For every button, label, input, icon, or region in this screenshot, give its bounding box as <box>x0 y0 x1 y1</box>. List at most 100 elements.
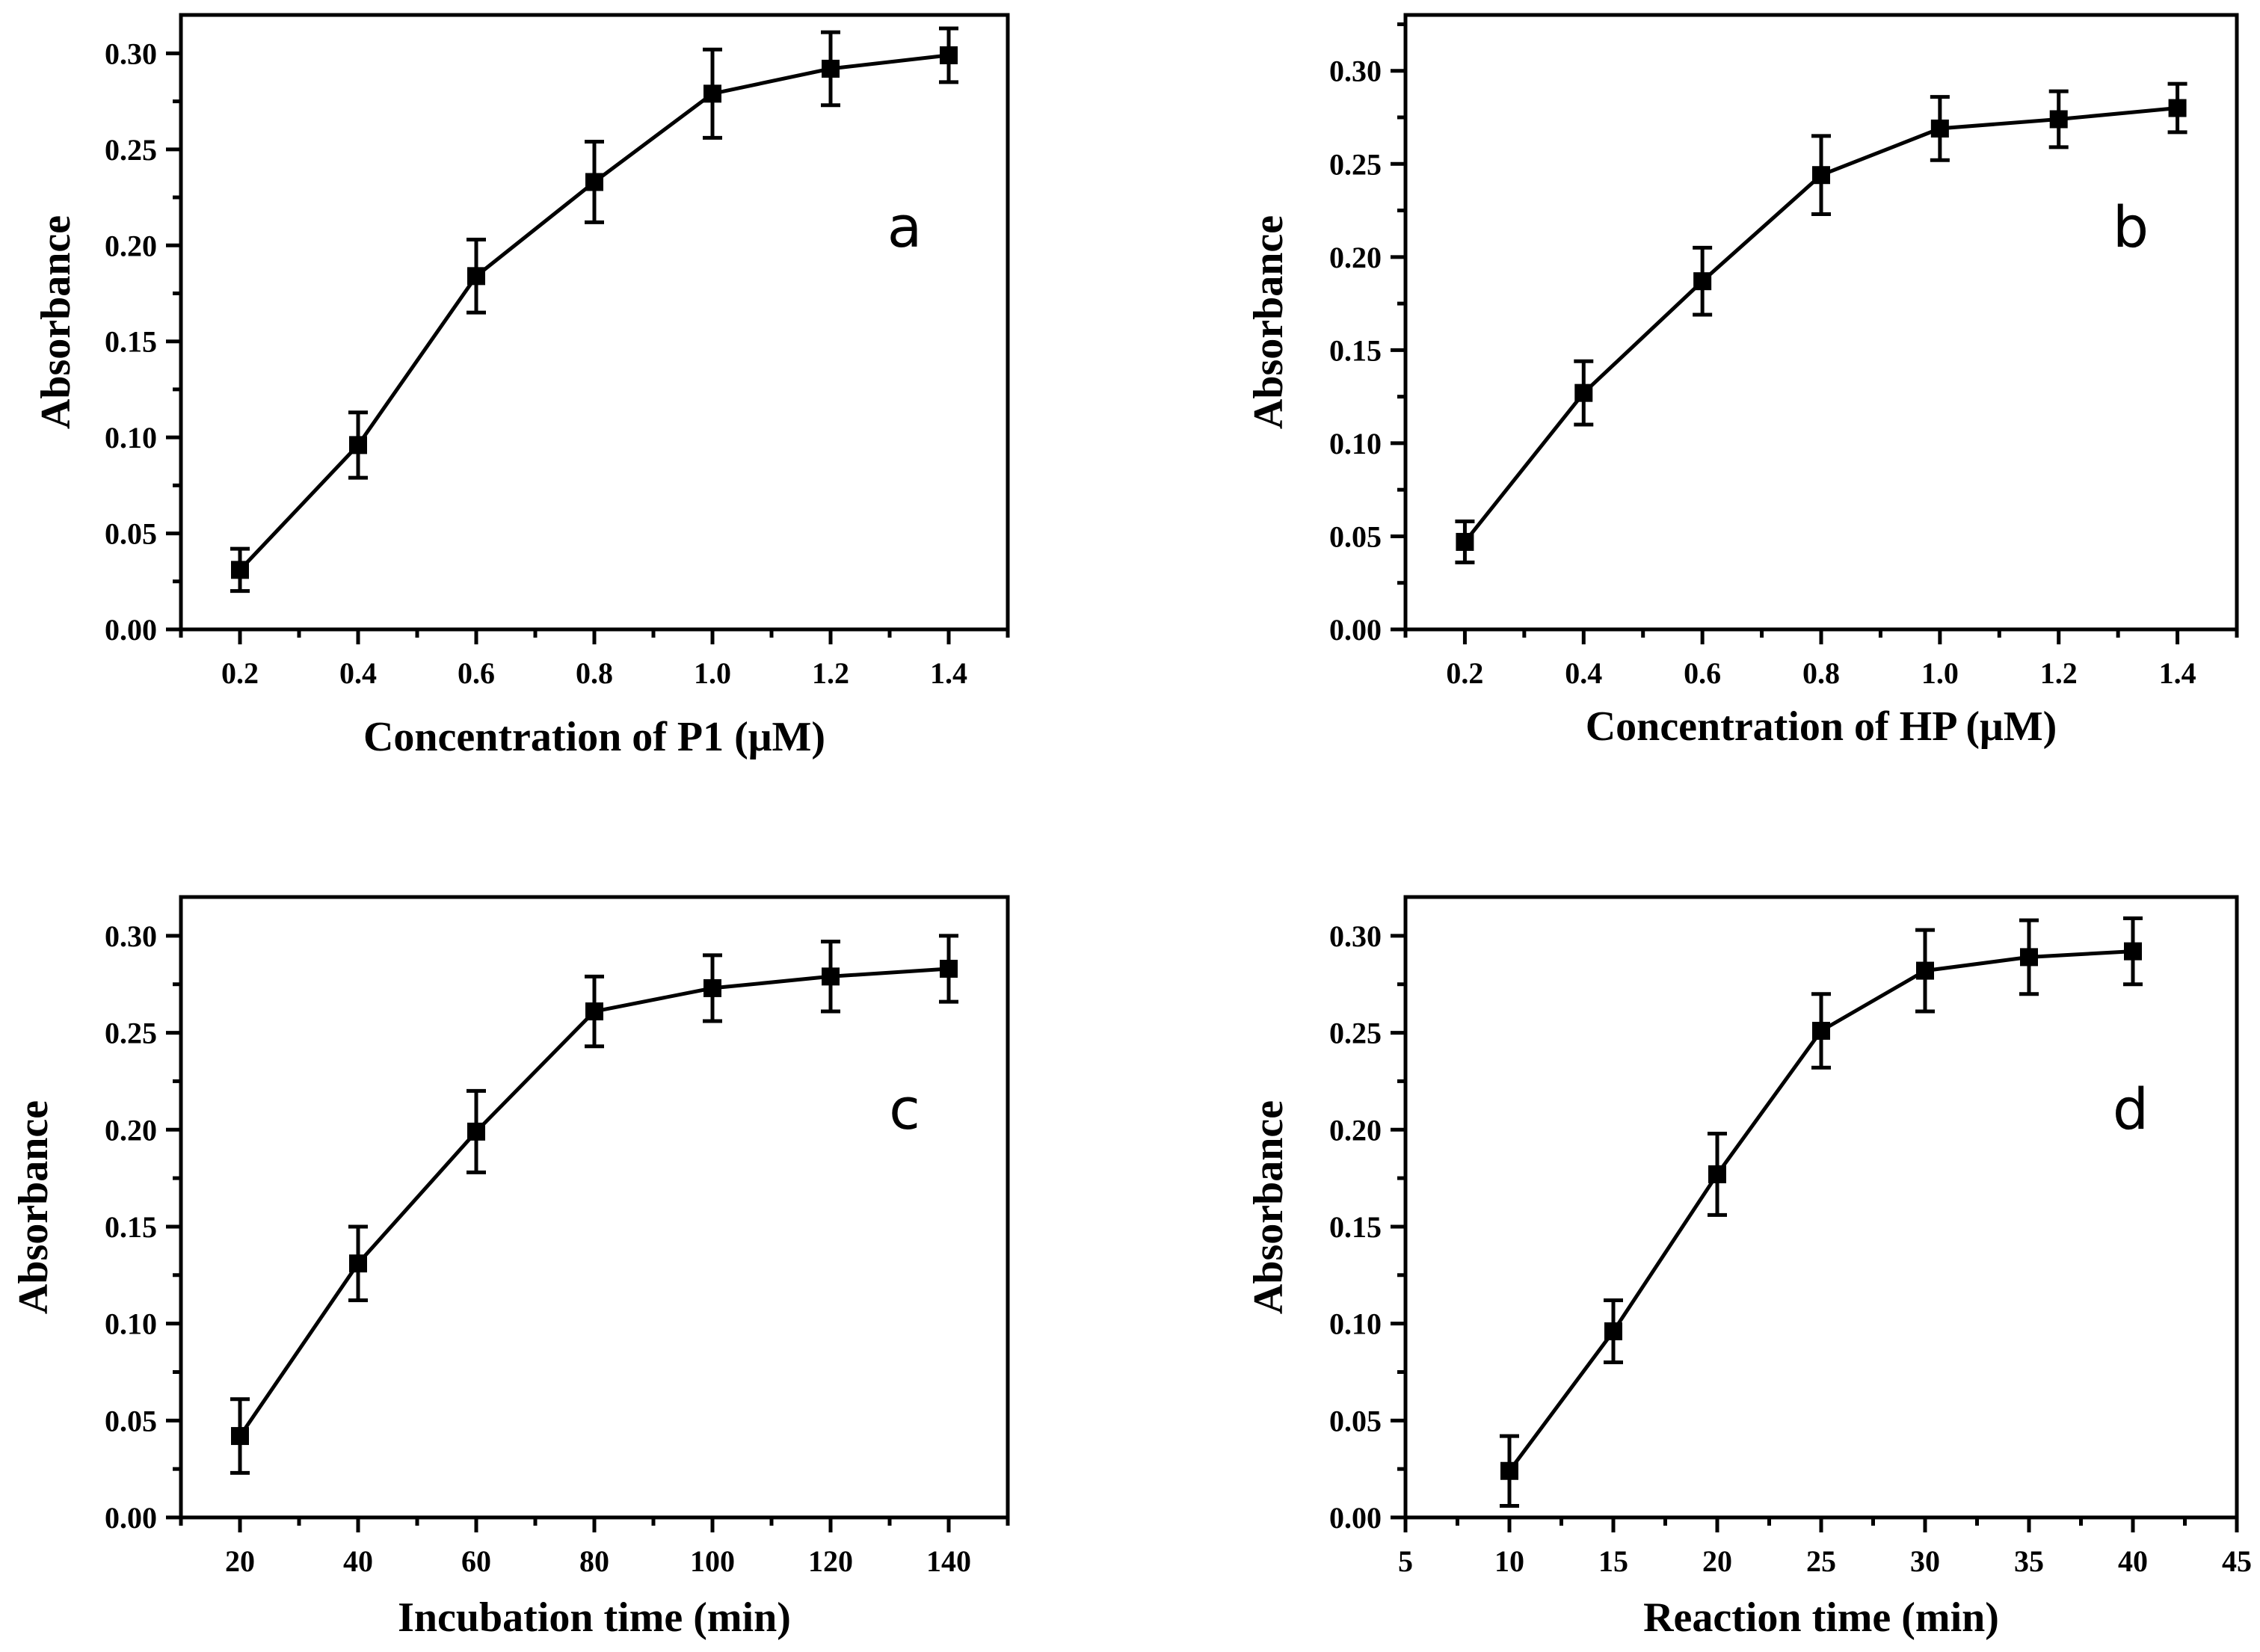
panel-d-x-tick-label: 40 <box>2118 1544 2148 1578</box>
panel-b-data-point <box>1812 166 1830 185</box>
panel-b-x-tick-label: 0.4 <box>1565 656 1602 690</box>
panel-d-x-axis-title: Reaction time (min) <box>1643 1594 1999 1641</box>
panel-a-data-point <box>349 436 367 454</box>
panel-a-series-line <box>238 53 949 572</box>
panel-c-y-tick-label: 0.00 <box>105 1501 157 1535</box>
panel-d-x-tick-label: 35 <box>2014 1544 2044 1578</box>
panel-a-plot-frame <box>179 13 1010 632</box>
panel-d-data-point <box>2020 948 2038 967</box>
panel-a-x-tick-label: 0.6 <box>458 656 495 690</box>
panel-d-x-tick-label: 45 <box>2222 1544 2252 1578</box>
panel-a-x-tick-label: 1.2 <box>812 656 849 690</box>
panel-b-y-tick-label: 0.15 <box>1329 333 1382 367</box>
panel-c-data-point <box>585 1002 603 1021</box>
panel-d-x-tick-label: 20 <box>1702 1544 1732 1578</box>
panel-b-data-point <box>1574 383 1593 402</box>
panel-c-x-tick-label: 20 <box>225 1544 255 1578</box>
panel-a-data-point <box>703 84 721 103</box>
panel-a: 0.2 0.4 0.6 0.8 1.0 1.2 1.4 0.00 0.05 0.10 0.15 0.2… <box>33 13 1010 760</box>
panel-a-label: a <box>887 194 923 260</box>
panel-d-label: d <box>2113 1076 2149 1142</box>
panel-c-y-tick-label: 0.25 <box>105 1017 157 1050</box>
panel-a-x-tick-label: 0.4 <box>339 656 377 690</box>
panel-a-y-axis-title: Absorbance <box>33 215 79 429</box>
panel-c-y-tick-label: 0.05 <box>105 1404 157 1437</box>
panel-c-x-tick-label: 100 <box>690 1544 735 1578</box>
panel-d-y-tick-label: 0.10 <box>1329 1307 1382 1341</box>
panel-c-x-axis-title: Incubation time (min) <box>398 1594 791 1641</box>
panel-d-data-point <box>1916 961 1934 980</box>
panel-d-data-point <box>1604 1322 1622 1340</box>
panel-a-y-tick-label: 0.15 <box>105 325 157 359</box>
panel-a-x-tick-label: 1.4 <box>930 656 967 690</box>
panel-b-x-tick-label: 1.4 <box>2159 656 2196 690</box>
panel-c-y-axis-title: Absorbance <box>10 1100 57 1314</box>
panel-d: 5 10 15 20 25 30 35 40 45 0.00 0.05 0.10 0.15 0.20 0.2… <box>1246 895 2252 1641</box>
panel-c-y-tick-label: 0.15 <box>105 1210 157 1244</box>
panel-d-y-tick-label: 0.25 <box>1329 1017 1382 1050</box>
panel-d-y-tick-label: 0.00 <box>1329 1501 1382 1535</box>
panel-c: 20 40 60 80 100 120 140 0.00 0.05 0.10 0.15 0.20 0.2… <box>10 895 1010 1641</box>
panel-a-y-tick-label: 0.30 <box>105 37 157 70</box>
panel-a-x-tick-label: 0.8 <box>576 656 613 690</box>
panel-d-y-tick-label: 0.30 <box>1329 919 1382 953</box>
panel-c-x-tick-label: 40 <box>343 1544 373 1578</box>
panel-b-x-tick-label: 1.0 <box>1921 656 1959 690</box>
panel-d-y-tick-label: 0.05 <box>1329 1404 1382 1437</box>
panel-d-x-tick-label: 10 <box>1494 1544 1524 1578</box>
panel-c-data-point <box>822 967 840 986</box>
panel-b-data-point <box>1930 119 1949 138</box>
panel-c-label: c <box>889 1076 920 1142</box>
panel-d-y-tick-label: 0.15 <box>1329 1210 1382 1244</box>
panel-c-x-tick-label: 80 <box>579 1544 609 1578</box>
panel-a-data-point <box>585 173 603 191</box>
panel-c-y-tick-label: 0.10 <box>105 1307 157 1341</box>
panel-b-x-tick-label: 0.8 <box>1802 656 1840 690</box>
panel-a-data-point <box>467 267 485 286</box>
panel-c-y-tick-label: 0.20 <box>105 1113 157 1147</box>
panel-d-x-tick-label: 5 <box>1398 1544 1413 1578</box>
panel-b-data-point <box>1456 532 1474 551</box>
panel-b-data-point <box>2049 110 2068 129</box>
panel-d-data-point <box>1812 1021 1830 1040</box>
panel-b-plot-frame <box>1403 13 2239 632</box>
panel-c-y-tick-label: 0.30 <box>105 919 157 953</box>
panel-b-y-tick-label: 0.30 <box>1329 55 1382 88</box>
panel-b-y-axis-title: Absorbance <box>1246 215 1292 429</box>
panel-b-x-axis-title: Concentration of HP (μM) <box>1586 703 2057 750</box>
panel-c-x-tick-label: 140 <box>926 1544 971 1578</box>
panel-b-y-tick-label: 0.20 <box>1329 241 1382 274</box>
panel-c-data-point <box>231 1427 249 1446</box>
panel-a-y-tick-label: 0.10 <box>105 421 157 454</box>
panel-a-data-point <box>231 561 249 579</box>
panel-a-x-tick-label: 0.2 <box>221 656 259 690</box>
panel-c-data-point <box>467 1122 485 1141</box>
panel-c-data-point <box>703 978 721 997</box>
panel-a-y-tick-label: 0.05 <box>105 517 157 551</box>
panel-b-y-tick-label: 0.05 <box>1329 520 1382 553</box>
panel-b-x-tick-label: 0.2 <box>1446 656 1483 690</box>
panel-c-data-point <box>349 1254 367 1273</box>
panel-c-x-tick-label: 120 <box>808 1544 853 1578</box>
panel-d-plot-frame <box>1403 895 2239 1520</box>
panel-d-data-point <box>1500 1461 1518 1480</box>
panel-b-y-tick-label: 0.25 <box>1329 147 1382 181</box>
panel-d-x-tick-label: 30 <box>1910 1544 1940 1578</box>
panel-d-x-tick-label: 15 <box>1598 1544 1628 1578</box>
panel-b-data-point <box>1693 272 1712 291</box>
panel-a-y-tick-label: 0.00 <box>105 613 157 647</box>
panel-b-y-tick-label: 0.10 <box>1329 427 1382 460</box>
panel-d-x-tick-label: 25 <box>1806 1544 1836 1578</box>
panel-c-x-tick-label: 60 <box>461 1544 491 1578</box>
panel-b: 0.2 0.4 0.6 0.8 1.0 1.2 1.4 0.00 0.05 0.10 0.15 0.2… <box>1246 13 2239 750</box>
panel-a-data-point <box>940 46 958 64</box>
panel-b-label: b <box>2113 194 2149 260</box>
panel-d-y-axis-title: Absorbance <box>1246 1100 1292 1314</box>
panel-a-data-point <box>822 59 840 78</box>
panel-d-y-tick-label: 0.20 <box>1329 1113 1382 1147</box>
panel-d-data-point <box>2124 942 2142 961</box>
panel-c-data-point <box>940 959 958 978</box>
panel-a-x-tick-label: 1.0 <box>694 656 731 690</box>
panel-b-y-tick-label: 0.00 <box>1329 613 1382 647</box>
